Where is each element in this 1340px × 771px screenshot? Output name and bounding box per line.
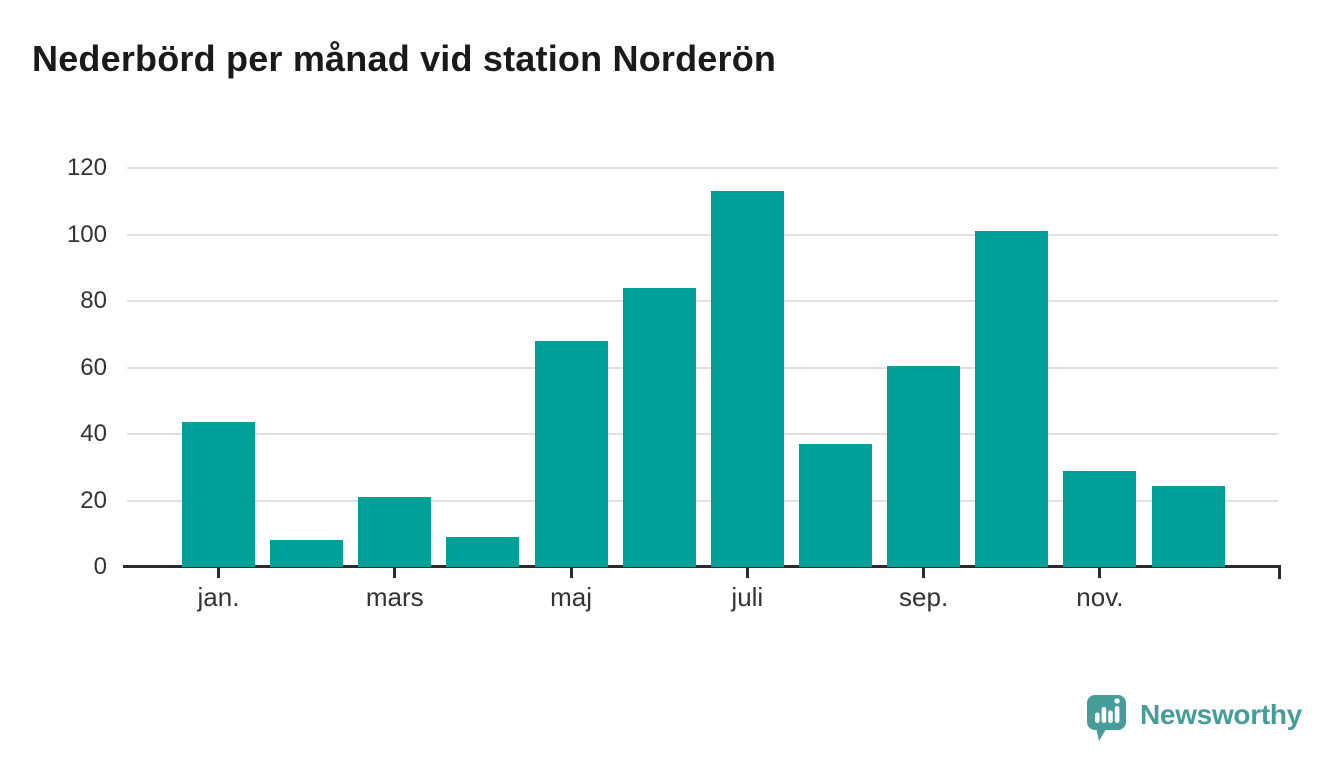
x-tick-label-sep: sep.: [899, 582, 949, 612]
gridline-80: [127, 300, 1278, 302]
gridline-100: [127, 233, 1278, 236]
y-tick-label-20: 20: [80, 486, 107, 514]
x-tick-label-maj: maj: [550, 582, 592, 612]
bar-month-8: [798, 443, 872, 567]
y-tick-label-60: 60: [80, 353, 107, 381]
bar-month-2: [270, 540, 344, 567]
y-tick-label-80: 80: [80, 287, 107, 314]
newsworthy-wordmark: Newsworthy: [1140, 699, 1302, 730]
newsworthy-logo: Newsworthy: [1086, 694, 1302, 744]
y-tick-label-100: 100: [66, 220, 107, 248]
y-tick-label-120: 120: [66, 154, 107, 181]
x-tick-maj: [569, 568, 573, 578]
x-axis-line: [123, 565, 1281, 568]
gridline-60: [127, 366, 1278, 369]
x-tick-label-mars: mars: [365, 582, 424, 612]
bar-month-4: [446, 537, 520, 567]
x-tick-label-juli: juli: [731, 582, 764, 612]
bar-month-7: [710, 191, 784, 567]
x-axis-end-tick: [1278, 565, 1281, 579]
y-tick-label-40: 40: [80, 420, 107, 447]
x-tick-jan: [217, 568, 220, 578]
x-tick-juli: [745, 568, 749, 578]
bar-month-5: [534, 340, 608, 567]
x-tick-label-jan: jan.: [197, 582, 240, 612]
gridline-40: [127, 433, 1278, 435]
x-tick-label-nov: nov.: [1076, 582, 1124, 612]
newsworthy-bubble-bar-chart-icon: [1087, 695, 1126, 741]
x-tick-mars: [393, 568, 397, 578]
bar-month-1: [182, 422, 255, 567]
y-tick-label-0: 0: [93, 553, 107, 580]
chart-title: Nederbörd per månad vid station Norderön: [32, 38, 777, 79]
gridline-20: [127, 499, 1278, 502]
plot-area: 0 20 40 60 80 100 120 jan. mars maj juli sep. nov.: [67, 156, 1281, 612]
bar-month-10: [975, 231, 1049, 567]
bar-month-11: [1063, 470, 1137, 567]
bar-month-12: [1151, 485, 1225, 567]
bar-month-9: [887, 365, 961, 567]
gridline-120: [127, 167, 1278, 169]
bar-month-6: [622, 287, 696, 567]
x-tick-sep: [922, 568, 926, 578]
x-tick-nov: [1098, 568, 1102, 578]
bar-month-3: [358, 497, 432, 567]
